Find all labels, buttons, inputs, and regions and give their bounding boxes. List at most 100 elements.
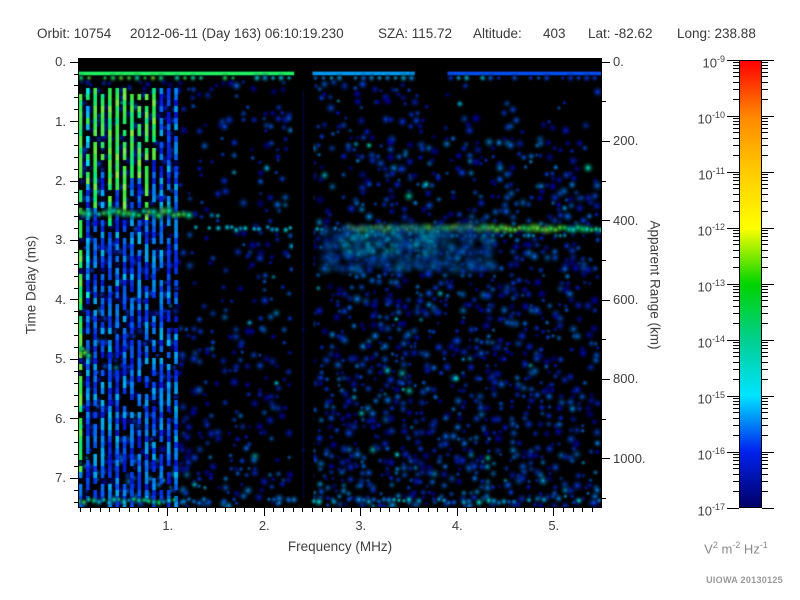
left-minor-tick xyxy=(74,85,78,87)
right-tick-label: 1000. xyxy=(613,450,646,466)
x-major-tick xyxy=(456,508,458,516)
colorbar-minor-tick xyxy=(762,193,768,195)
x-tick-label: 3. xyxy=(355,518,367,533)
colorbar-minor-tick xyxy=(733,256,739,258)
colorbar-minor-tick xyxy=(762,76,768,78)
colorbar-minor-tick xyxy=(733,356,739,358)
colorbar-minor-tick xyxy=(762,176,768,178)
x-minor-tick xyxy=(476,508,478,512)
colorbar-minor-tick xyxy=(762,249,768,251)
colorbar-minor-tick xyxy=(733,288,739,290)
colorbar-major-tick xyxy=(727,283,739,285)
colorbar-minor-tick xyxy=(733,120,739,122)
colorbar-minor-tick xyxy=(733,344,739,346)
colorbar-minor-tick xyxy=(762,463,768,465)
colorbar-minor-tick xyxy=(733,417,739,419)
x-tick-label: 1. xyxy=(162,518,174,533)
left-minor-tick xyxy=(74,430,78,432)
colorbar-minor-tick xyxy=(762,344,768,346)
colorbar-minor-tick xyxy=(762,81,768,83)
colorbar-minor-tick xyxy=(733,210,739,212)
left-minor-tick xyxy=(74,346,78,348)
right-major-tick xyxy=(602,378,610,380)
colorbar-minor-tick xyxy=(762,154,768,156)
colorbar-minor-tick xyxy=(762,351,768,353)
x-major-tick xyxy=(263,508,265,516)
x-minor-tick xyxy=(408,508,410,512)
x-minor-tick xyxy=(398,508,400,512)
left-minor-tick xyxy=(74,73,78,75)
x-minor-tick xyxy=(321,508,323,512)
colorbar-minor-tick xyxy=(733,342,739,344)
x-minor-tick xyxy=(437,508,439,512)
altitude-value: 403 xyxy=(543,26,566,41)
x-minor-tick xyxy=(389,508,391,512)
colorbar-minor-tick xyxy=(733,244,739,246)
right-major-tick xyxy=(602,61,610,63)
colorbar-minor-tick xyxy=(733,322,739,324)
orbit-readout: Orbit: 10754 xyxy=(37,26,112,41)
x-minor-tick xyxy=(99,508,101,512)
colorbar-tick-label: 10-15 xyxy=(697,390,725,407)
colorbar-tick-label: 10-14 xyxy=(697,334,725,351)
colorbar-tick-label: 10-16 xyxy=(697,446,725,463)
colorbar-minor-tick xyxy=(733,127,739,129)
colorbar-minor-tick xyxy=(733,473,739,475)
colorbar-minor-tick xyxy=(733,176,739,178)
x-minor-tick xyxy=(543,508,545,512)
colorbar-minor-tick xyxy=(733,424,739,426)
colorbar-minor-tick xyxy=(762,200,768,202)
x-tick-label: 5. xyxy=(548,518,560,533)
x-minor-tick xyxy=(572,508,574,512)
colorbar-minor-tick xyxy=(733,490,739,492)
colorbar-minor-tick xyxy=(762,124,768,126)
colorbar-minor-tick xyxy=(762,404,768,406)
left-tick-label: 5. xyxy=(55,351,66,367)
colorbar-minor-tick xyxy=(762,322,768,324)
colorbar-minor-tick xyxy=(762,236,768,238)
x-minor-tick xyxy=(90,508,92,512)
colorbar-minor-tick xyxy=(733,81,739,83)
colorbar-minor-tick xyxy=(733,460,739,462)
colorbar-minor-tick xyxy=(762,378,768,380)
left-minor-tick xyxy=(74,323,78,325)
colorbar-minor-tick xyxy=(733,286,739,288)
colorbar-minor-tick xyxy=(762,127,768,129)
colorbar-minor-tick xyxy=(733,266,739,268)
left-minor-tick xyxy=(74,501,78,503)
colorbar-minor-tick xyxy=(762,300,768,302)
colorbar-minor-tick xyxy=(733,236,739,238)
colorbar-minor-tick xyxy=(733,404,739,406)
colorbar-major-tick xyxy=(727,59,739,61)
x-major-tick xyxy=(360,508,362,516)
left-minor-tick xyxy=(74,204,78,206)
colorbar-minor-tick xyxy=(733,400,739,402)
colorbar-major-tick xyxy=(762,171,774,173)
colorbar-minor-tick xyxy=(733,348,739,350)
colorbar-minor-tick xyxy=(733,137,739,139)
colorbar-minor-tick xyxy=(733,305,739,307)
colorbar-minor-tick xyxy=(762,295,768,297)
colorbar-major-tick xyxy=(762,395,774,397)
colorbar-minor-tick xyxy=(762,456,768,458)
colorbar-minor-tick xyxy=(733,180,739,182)
x-minor-tick xyxy=(379,508,381,512)
colorbar-minor-tick xyxy=(733,368,739,370)
x-tick-label: 4. xyxy=(451,518,463,533)
colorbar-minor-tick xyxy=(762,312,768,314)
left-major-tick xyxy=(70,418,78,420)
colorbar-minor-tick xyxy=(733,88,739,90)
colorbar-minor-tick xyxy=(733,144,739,146)
right-tick-label: 200. xyxy=(613,133,639,149)
x-minor-tick xyxy=(273,508,275,512)
x-minor-tick xyxy=(109,508,111,512)
x-minor-tick xyxy=(369,508,371,512)
colorbar-minor-tick xyxy=(733,292,739,294)
colorbar-minor-tick xyxy=(762,68,768,70)
left-minor-tick xyxy=(74,228,78,230)
colorbar-minor-tick xyxy=(733,132,739,134)
left-major-tick xyxy=(70,358,78,360)
colorbar-minor-tick xyxy=(733,188,739,190)
left-axis-title: Time Delay (ms) xyxy=(23,235,39,335)
longitude-readout: Long: 238.88 xyxy=(677,26,756,41)
